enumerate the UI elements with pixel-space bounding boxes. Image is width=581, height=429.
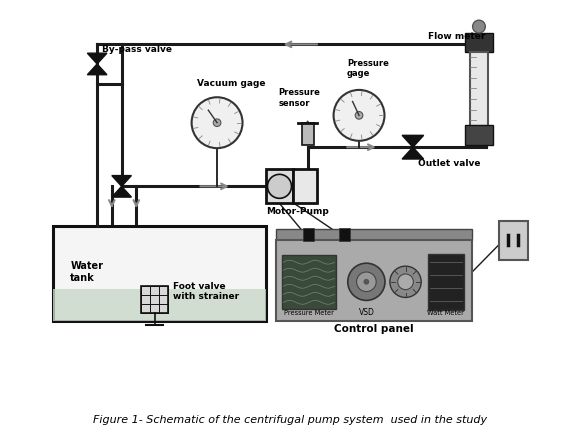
Circle shape (355, 112, 363, 119)
Bar (276, 240, 472, 321)
Polygon shape (402, 147, 424, 159)
Polygon shape (87, 64, 107, 75)
Polygon shape (87, 53, 107, 64)
Polygon shape (112, 175, 131, 186)
Text: Pressure
gage: Pressure gage (347, 59, 389, 78)
Bar (302, 123, 314, 145)
Text: Flow meter: Flow meter (428, 33, 485, 42)
Text: Outlet valve: Outlet valve (418, 159, 480, 168)
Circle shape (398, 274, 413, 290)
Circle shape (267, 174, 292, 198)
Bar (498, 221, 528, 260)
Text: Vacuum gage: Vacuum gage (198, 79, 266, 88)
Bar (465, 125, 493, 145)
Text: Foot valve
with strainer: Foot valve with strainer (173, 282, 239, 301)
Text: By-pass valve: By-pass valve (102, 45, 172, 54)
Polygon shape (402, 135, 424, 147)
Text: Water
tank: Water tank (70, 261, 103, 283)
Bar (53, 289, 266, 321)
Circle shape (192, 97, 242, 148)
Circle shape (364, 279, 370, 285)
Bar (293, 169, 317, 203)
Bar (282, 255, 336, 309)
Text: Control panel: Control panel (334, 324, 414, 334)
Bar (266, 169, 293, 203)
Polygon shape (112, 186, 131, 197)
Bar (276, 230, 472, 240)
Bar (339, 228, 350, 241)
Text: Figure 1- Schematic of the centrifugal pump system  used in the study: Figure 1- Schematic of the centrifugal p… (94, 415, 487, 425)
Circle shape (390, 266, 421, 297)
Bar (428, 254, 464, 310)
Bar (469, 52, 488, 126)
Text: Motor-Pump: Motor-Pump (266, 207, 329, 216)
Circle shape (357, 272, 376, 292)
Circle shape (348, 263, 385, 300)
Text: Pressure
sensor: Pressure sensor (278, 88, 320, 108)
Bar (303, 228, 314, 241)
Bar (53, 226, 266, 321)
Text: VSD: VSD (358, 308, 374, 317)
Text: Watt Meter: Watt Meter (427, 310, 464, 316)
Circle shape (213, 119, 221, 127)
Bar (141, 286, 168, 313)
Bar (465, 33, 493, 52)
Circle shape (333, 90, 385, 141)
Text: Pressure Meter: Pressure Meter (284, 310, 333, 316)
Circle shape (472, 20, 485, 33)
